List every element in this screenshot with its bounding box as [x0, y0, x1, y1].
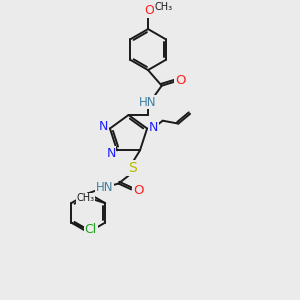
Text: Cl: Cl — [85, 223, 97, 236]
Text: HN: HN — [96, 181, 114, 194]
Text: CH₃: CH₃ — [154, 2, 173, 12]
Text: O: O — [144, 4, 154, 17]
Text: HN: HN — [139, 96, 157, 109]
Text: N: N — [149, 121, 159, 134]
Text: S: S — [128, 161, 136, 175]
Text: O: O — [175, 74, 185, 87]
Text: CH₃: CH₃ — [76, 193, 95, 203]
Text: N: N — [106, 147, 116, 160]
Text: N: N — [98, 120, 108, 133]
Text: O: O — [133, 184, 143, 197]
